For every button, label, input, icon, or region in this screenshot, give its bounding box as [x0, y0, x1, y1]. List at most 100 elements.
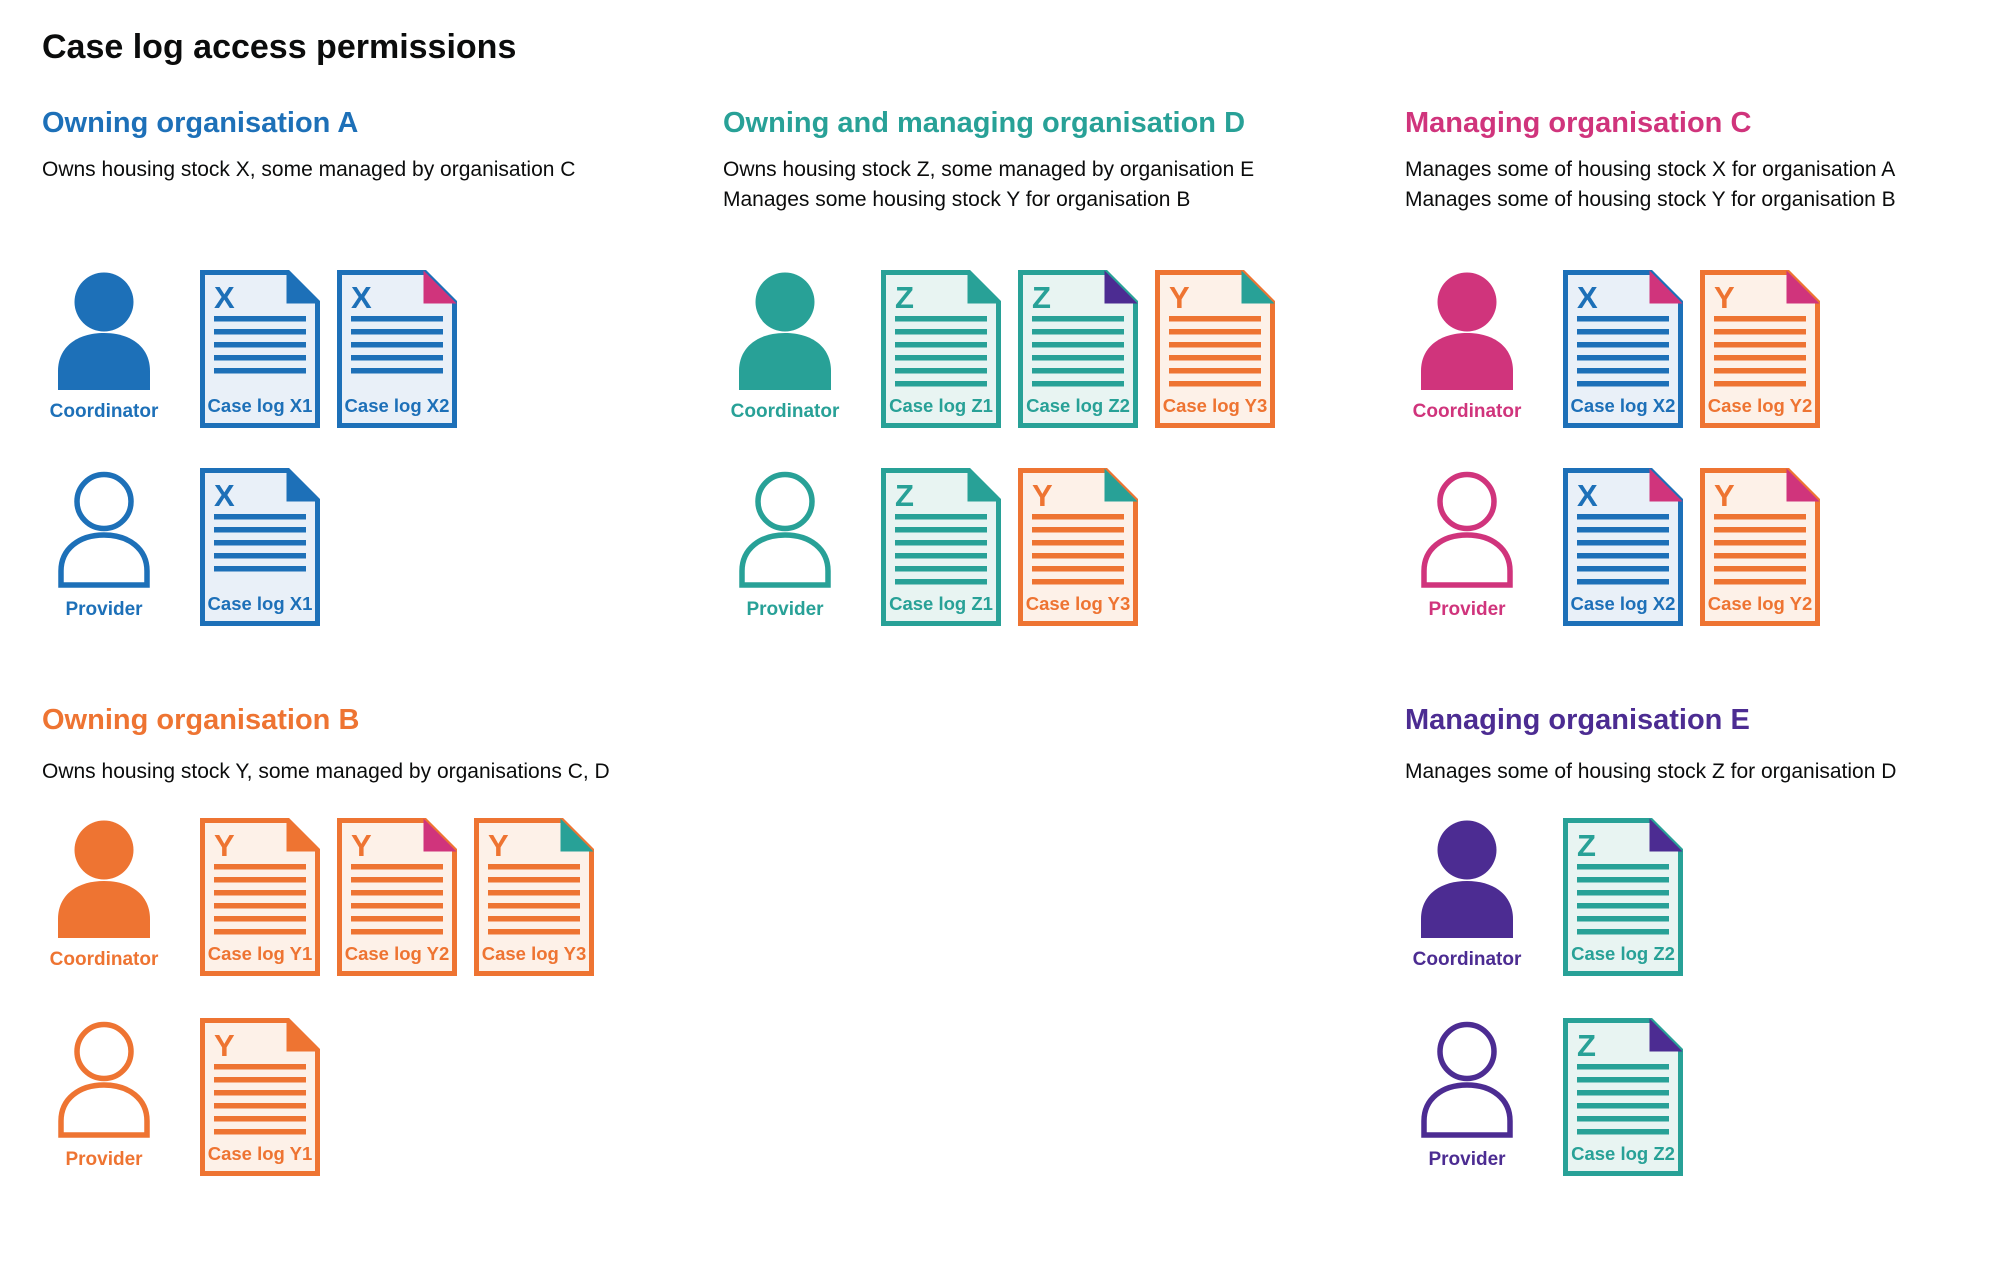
svg-text:Case log Y2: Case log Y2	[345, 943, 450, 964]
provider-figure: Provider	[46, 468, 162, 621]
coordinator-row: Coordinator X Case log X1 X Case log X2	[42, 270, 702, 430]
org-section-a: Owning organisation A Owns housing stock…	[42, 100, 702, 626]
role-label: Provider	[1428, 1149, 1506, 1170]
svg-text:Y: Y	[1714, 478, 1735, 513]
doc-case-log-y2: Y Case log Y2	[1700, 468, 1820, 626]
coordinator-person-icon	[1417, 272, 1517, 390]
role-label: Provider	[65, 599, 143, 620]
svg-text:Case log Z2: Case log Z2	[1571, 943, 1675, 964]
doc-case-log-y2: Y Case log Y2	[1700, 270, 1820, 428]
provider-row: Provider X Case log X1	[42, 468, 702, 628]
svg-text:Case log Y1: Case log Y1	[208, 1143, 313, 1164]
org-e-description: Manages some of housing stock Z for orga…	[1405, 757, 2000, 787]
org-b-heading: Owning organisation B	[42, 704, 360, 736]
svg-text:X: X	[1577, 280, 1598, 315]
doc-case-log-y3: Y Case log Y3	[1018, 468, 1138, 626]
svg-text:Case log X1: Case log X1	[208, 395, 313, 416]
provider-person-icon	[1417, 470, 1517, 588]
org-c-heading: Managing organisation C	[1405, 107, 1752, 139]
role-label: Provider	[1428, 599, 1506, 620]
provider-row: Provider X Case log X2 Y Case log Y2	[1405, 468, 2000, 628]
coordinator-figure: Coordinator	[1409, 818, 1525, 971]
coordinator-person-icon	[1417, 820, 1517, 938]
doc-case-log-z1: Z Case log Z1	[881, 468, 1001, 626]
svg-text:Z: Z	[1577, 828, 1596, 863]
svg-text:Z: Z	[1032, 280, 1051, 315]
role-label: Coordinator	[49, 949, 159, 970]
org-d-description-line-2: Manages some housing stock Y for organis…	[723, 188, 1191, 211]
coordinator-person-icon	[735, 272, 835, 390]
page-title: Case log access permissions	[42, 28, 517, 66]
coordinator-figure: Coordinator	[727, 270, 843, 423]
provider-row: Provider Z Case log Z1 Y Case log Y3	[723, 468, 1383, 628]
coordinator-figure: Coordinator	[46, 818, 162, 971]
coordinator-row: Coordinator Z Case log Z1 Z Case log Z2 Y C…	[723, 270, 1383, 430]
doc-case-log-x2: X Case log X2	[337, 270, 457, 428]
doc-case-log-x1: X Case log X1	[200, 468, 320, 626]
svg-text:Case log X2: Case log X2	[1571, 593, 1676, 614]
provider-person-icon	[54, 470, 154, 588]
provider-row: Provider Y Case log Y1	[42, 1018, 702, 1178]
svg-text:Case log Y3: Case log Y3	[482, 943, 587, 964]
coordinator-row: Coordinator Z Case log Z2	[1405, 818, 2000, 978]
svg-text:Z: Z	[895, 478, 914, 513]
org-c-description-line-2: Manages some of housing stock Y for orga…	[1405, 188, 1896, 211]
org-section-e: Managing organisation E Manages some of …	[1405, 697, 2000, 1176]
svg-text:X: X	[1577, 478, 1598, 513]
doc-case-log-y2: Y Case log Y2	[337, 818, 457, 976]
doc-case-log-x1: X Case log X1	[200, 270, 320, 428]
svg-text:Case log X2: Case log X2	[345, 395, 450, 416]
svg-text:Case log Y2: Case log Y2	[1708, 593, 1813, 614]
svg-text:Case log Z2: Case log Z2	[1571, 1143, 1675, 1164]
svg-text:Y: Y	[488, 828, 509, 863]
coordinator-person-icon	[54, 820, 154, 938]
coordinator-figure: Coordinator	[46, 270, 162, 423]
svg-text:Case log Y3: Case log Y3	[1026, 593, 1131, 614]
svg-text:X: X	[214, 478, 235, 513]
svg-text:Case log Y1: Case log Y1	[208, 943, 313, 964]
svg-text:Z: Z	[1577, 1028, 1596, 1063]
role-label: Coordinator	[1412, 949, 1522, 970]
org-e-description-line-1: Manages some of housing stock Z for orga…	[1405, 760, 1897, 783]
svg-text:Y: Y	[351, 828, 372, 863]
org-b-description: Owns housing stock Y, some managed by or…	[42, 757, 702, 787]
role-label: Provider	[65, 1149, 143, 1170]
org-c-description-line-1: Manages some of housing stock X for orga…	[1405, 158, 1896, 181]
org-b-description-line-1: Owns housing stock Y, some managed by or…	[42, 760, 610, 783]
org-a-description: Owns housing stock X, some managed by or…	[42, 155, 702, 185]
svg-text:Case log Y3: Case log Y3	[1163, 395, 1268, 416]
svg-text:Y: Y	[1714, 280, 1735, 315]
svg-text:Case log Z2: Case log Z2	[1026, 395, 1130, 416]
org-section-d: Owning and managing organisation D Owns …	[723, 100, 1383, 626]
svg-text:Y: Y	[214, 828, 235, 863]
provider-figure: Provider	[46, 1018, 162, 1171]
coordinator-row: Coordinator Y Case log Y1 Y Case log Y2 Y C…	[42, 818, 702, 978]
svg-text:Case log X2: Case log X2	[1571, 395, 1676, 416]
doc-case-log-z2: Z Case log Z2	[1563, 818, 1683, 976]
svg-text:Y: Y	[1032, 478, 1053, 513]
org-c-description: Manages some of housing stock X for orga…	[1405, 155, 2000, 215]
org-section-c: Managing organisation C Manages some of …	[1405, 100, 2000, 626]
coordinator-figure: Coordinator	[1409, 270, 1525, 423]
doc-case-log-x2: X Case log X2	[1563, 270, 1683, 428]
svg-text:X: X	[214, 280, 235, 315]
svg-text:Case log Z1: Case log Z1	[889, 395, 993, 416]
svg-text:Case log Z1: Case log Z1	[889, 593, 993, 614]
svg-text:Case log X1: Case log X1	[208, 593, 313, 614]
org-a-heading: Owning organisation A	[42, 107, 359, 139]
org-e-heading: Managing organisation E	[1405, 704, 1750, 736]
org-d-description-line-1: Owns housing stock Z, some managed by or…	[723, 158, 1255, 181]
provider-row: Provider Z Case log Z2	[1405, 1018, 2000, 1178]
doc-case-log-z2: Z Case log Z2	[1563, 1018, 1683, 1176]
org-d-heading: Owning and managing organisation D	[723, 107, 1246, 139]
org-a-description-line-1: Owns housing stock X, some managed by or…	[42, 158, 576, 181]
doc-case-log-y3: Y Case log Y3	[474, 818, 594, 976]
doc-case-log-y1: Y Case log Y1	[200, 1018, 320, 1176]
org-d-description: Owns housing stock Z, some managed by or…	[723, 155, 1383, 215]
doc-case-log-y3: Y Case log Y3	[1155, 270, 1275, 428]
provider-person-icon	[54, 1020, 154, 1138]
provider-figure: Provider	[1409, 468, 1525, 621]
role-label: Coordinator	[1412, 401, 1522, 422]
svg-text:Y: Y	[214, 1028, 235, 1063]
provider-person-icon	[1417, 1020, 1517, 1138]
